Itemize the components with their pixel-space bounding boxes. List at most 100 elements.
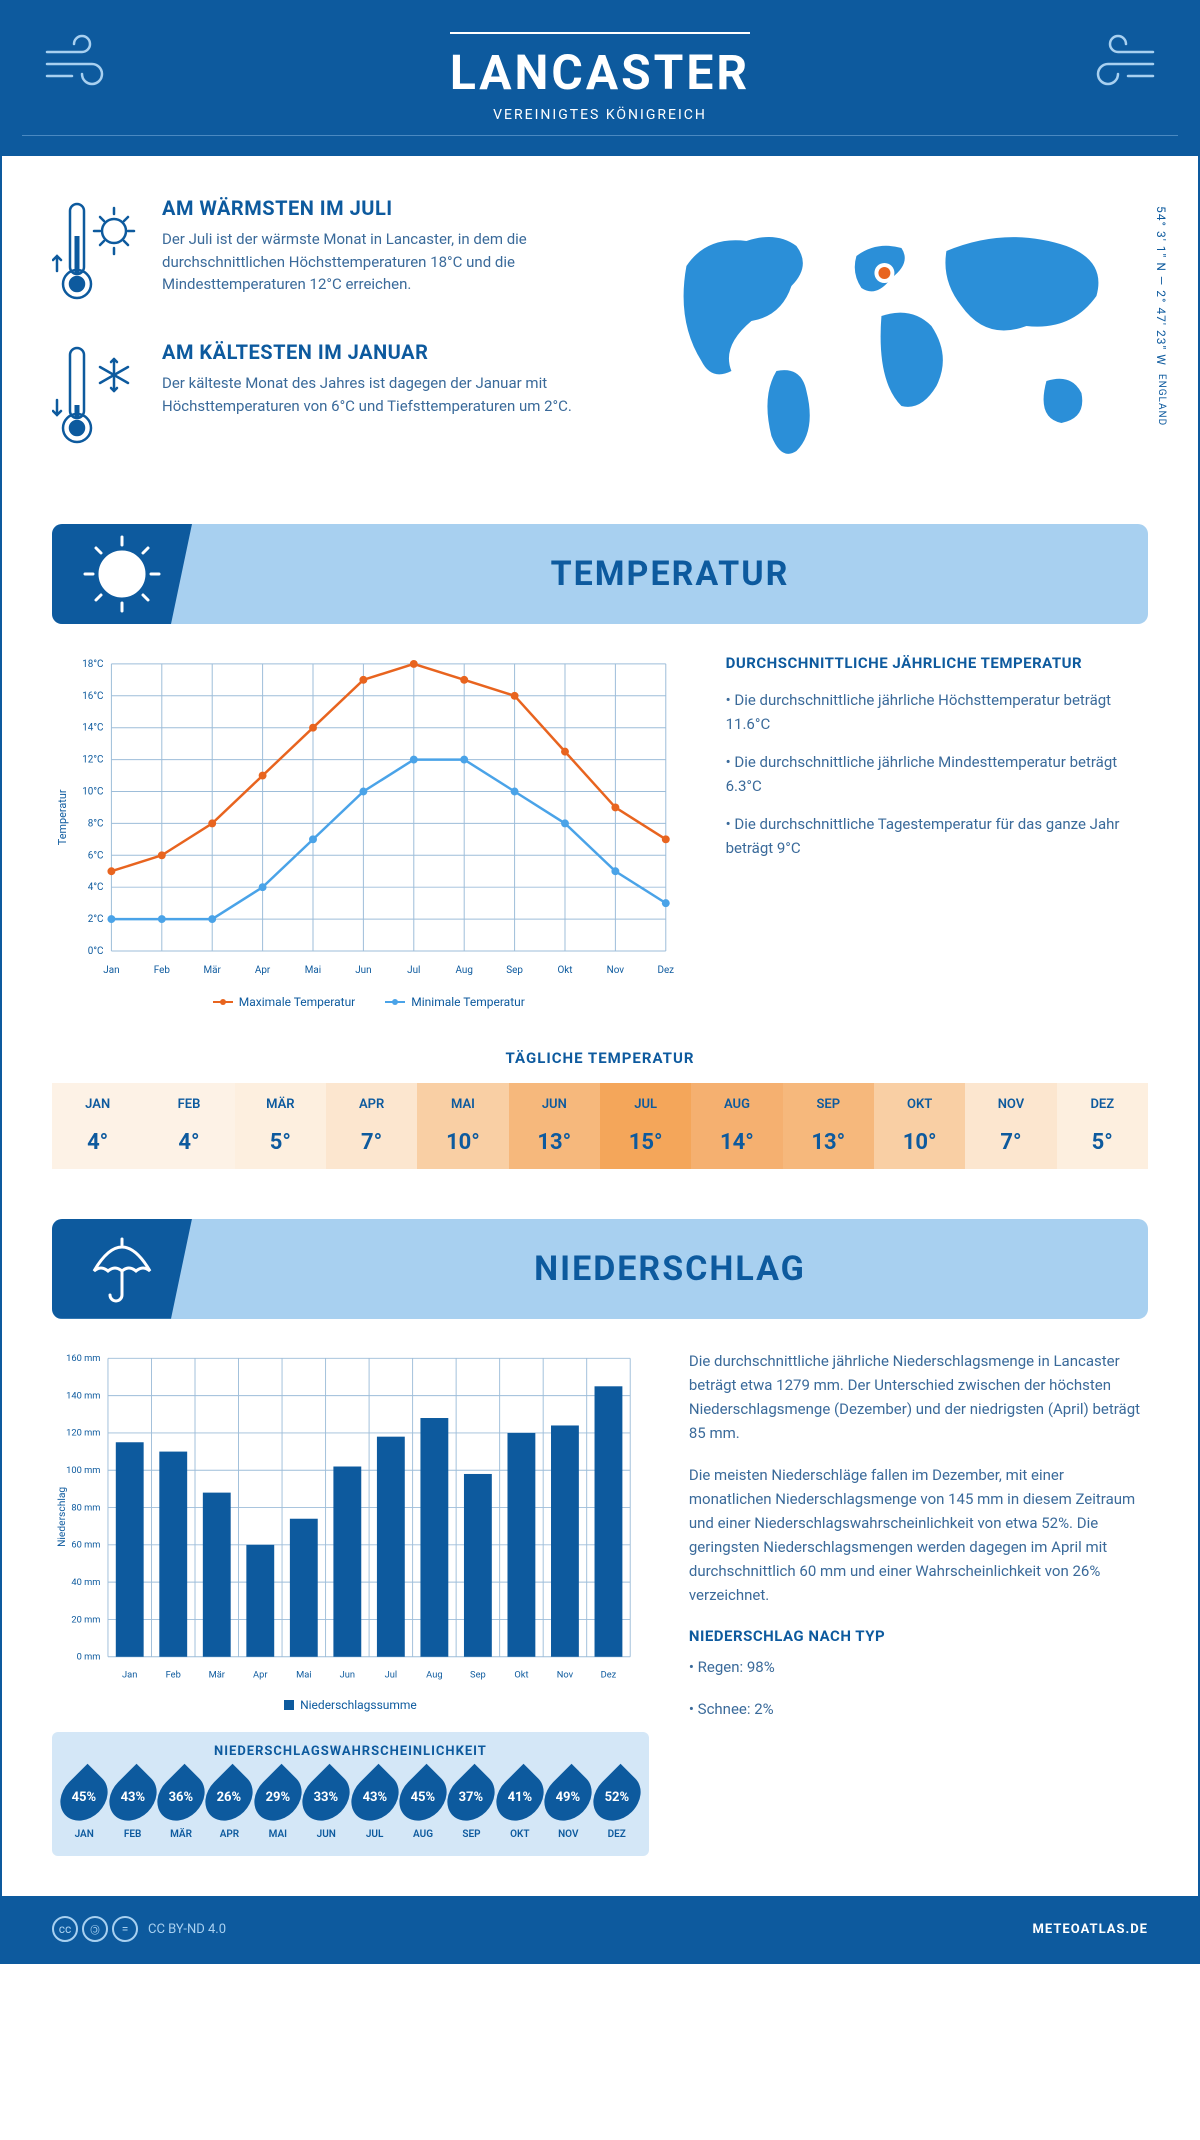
svg-text:Mär: Mär <box>209 1669 226 1680</box>
page-subtitle: VEREINIGTES KÖNIGREICH <box>22 107 1178 136</box>
coldest-title: AM KÄLTESTEN IM JANUAR <box>162 340 605 364</box>
svg-text:Dez: Dez <box>601 1669 617 1680</box>
raindrop-icon: 49% <box>535 1764 601 1830</box>
coldest-text: Der kälteste Monat des Jahres ist dagege… <box>162 372 605 417</box>
wind-icon <box>42 32 122 96</box>
prob-cell: 33%JUN <box>305 1771 347 1840</box>
raindrop-icon: 33% <box>293 1764 359 1830</box>
svg-text:Feb: Feb <box>166 1669 181 1680</box>
temp-info-bullet: • Die durchschnittliche Tagestemperatur … <box>726 812 1148 860</box>
prob-cell: 29%MAI <box>257 1771 299 1840</box>
daily-temp-cell: JUN13° <box>509 1083 600 1169</box>
daily-temp-cell: AUG14° <box>691 1083 782 1169</box>
daily-temp-cell: JUL15° <box>600 1083 691 1169</box>
temp-section-header: TEMPERATUR <box>52 524 1148 624</box>
svg-text:160 mm: 160 mm <box>66 1353 100 1364</box>
svg-text:16°C: 16°C <box>82 691 103 702</box>
wind-icon <box>1078 32 1158 96</box>
svg-text:8°C: 8°C <box>88 818 104 829</box>
daily-temp-cell: SEP13° <box>783 1083 874 1169</box>
raindrop-icon: 45% <box>51 1764 117 1830</box>
svg-text:Aug: Aug <box>455 965 472 976</box>
svg-text:2°C: 2°C <box>88 914 104 925</box>
svg-text:4°C: 4°C <box>88 882 104 893</box>
daily-temp-cell: NOV7° <box>965 1083 1056 1169</box>
temperature-line-chart: 0°C2°C4°C6°C8°C10°C12°C14°C16°C18°CJanFe… <box>52 654 686 981</box>
precip-chart-legend: Niederschlagssumme <box>52 1698 649 1712</box>
svg-text:Jun: Jun <box>340 1669 355 1680</box>
daily-temp-cell: MÄR5° <box>235 1083 326 1169</box>
svg-text:Mai: Mai <box>296 1669 311 1680</box>
svg-text:Temperatur: Temperatur <box>56 789 69 845</box>
svg-text:0 mm: 0 mm <box>77 1651 101 1662</box>
thermometer-snow-icon <box>52 340 142 454</box>
svg-text:Dez: Dez <box>657 965 674 976</box>
header: LANCASTER VEREINIGTES KÖNIGREICH <box>2 2 1198 156</box>
prob-cell: 49%NOV <box>547 1771 589 1840</box>
svg-text:10°C: 10°C <box>82 786 103 797</box>
temp-info-title: DURCHSCHNITTLICHE JÄHRLICHE TEMPERATUR <box>726 654 1148 672</box>
svg-text:100 mm: 100 mm <box>66 1465 100 1476</box>
precipitation-bar-chart: 0 mm 20 mm 40 mm 60 mm 80 mm 100 mm 120 mm 140 … <box>52 1349 649 1685</box>
svg-text:12°C: 12°C <box>82 755 103 766</box>
prob-cell: 45%JAN <box>63 1771 105 1840</box>
svg-text:Jul: Jul <box>407 965 420 976</box>
raindrop-icon: 52% <box>583 1764 649 1830</box>
daily-temp-cell: APR7° <box>326 1083 417 1169</box>
prob-cell: 36%MÄR <box>160 1771 202 1840</box>
svg-text:6°C: 6°C <box>88 850 104 861</box>
svg-text:40 mm: 40 mm <box>71 1577 100 1588</box>
umbrella-icon <box>52 1219 192 1319</box>
svg-text:Niederschlag: Niederschlag <box>55 1486 68 1546</box>
raindrop-icon: 43% <box>341 1764 407 1830</box>
svg-text:Jan: Jan <box>122 1669 137 1680</box>
precip-section-header: NIEDERSCHLAG <box>52 1219 1148 1319</box>
temp-info-bullet: • Die durchschnittliche jährliche Höchst… <box>726 688 1148 736</box>
cc-icons: cc 🄯 = <box>52 1916 138 1942</box>
daily-temp-cell: DEZ5° <box>1057 1083 1148 1169</box>
svg-text:Apr: Apr <box>253 1669 268 1680</box>
svg-text:Sep: Sep <box>470 1669 486 1680</box>
thermometer-sun-icon <box>52 196 142 310</box>
svg-text:140 mm: 140 mm <box>66 1390 100 1401</box>
raindrop-icon: 43% <box>99 1764 165 1830</box>
precip-probability-box: NIEDERSCHLAGSWAHRSCHEINLICHKEIT 45%JAN43… <box>52 1732 649 1856</box>
precip-paragraph: Die durchschnittliche jährliche Niedersc… <box>689 1349 1148 1445</box>
svg-text:Mai: Mai <box>305 965 321 976</box>
svg-text:0°C: 0°C <box>88 946 104 957</box>
raindrop-icon: 41% <box>487 1764 553 1830</box>
prob-cell: 43%JUL <box>354 1771 396 1840</box>
svg-text:Jun: Jun <box>355 965 371 976</box>
page-title: LANCASTER <box>450 32 750 101</box>
warmest-title: AM WÄRMSTEN IM JULI <box>162 196 605 220</box>
coordinates: 54° 3' 1" N — 2° 47' 23" W ENGLAND <box>1154 206 1168 426</box>
raindrop-icon: 37% <box>438 1764 504 1830</box>
temp-info-bullet: • Die durchschnittliche jährliche Mindes… <box>726 750 1148 798</box>
site-name: METEOATLAS.DE <box>1033 1922 1148 1937</box>
svg-text:Apr: Apr <box>255 965 271 976</box>
temp-chart-legend: Maximale Temperatur Minimale Temperatur <box>52 995 686 1009</box>
svg-text:Nov: Nov <box>557 1669 574 1680</box>
license-label: CC BY-ND 4.0 <box>148 1922 226 1937</box>
daily-temp-title: TÄGLICHE TEMPERATUR <box>52 1049 1148 1067</box>
prob-cell: 52%DEZ <box>596 1771 638 1840</box>
svg-text:Mär: Mär <box>204 965 222 976</box>
prob-cell: 43%FEB <box>112 1771 154 1840</box>
svg-text:60 mm: 60 mm <box>71 1539 100 1550</box>
daily-temp-grid: JAN4°FEB4°MÄR5°APR7°MAI10°JUN13°JUL15°AU… <box>52 1083 1148 1169</box>
svg-text:18°C: 18°C <box>82 659 103 670</box>
prob-title: NIEDERSCHLAGSWAHRSCHEINLICHKEIT <box>60 1744 641 1759</box>
daily-temp-cell: MAI10° <box>417 1083 508 1169</box>
precip-type-title: NIEDERSCHLAG NACH TYP <box>689 1627 1148 1645</box>
raindrop-icon: 26% <box>196 1764 262 1830</box>
svg-text:120 mm: 120 mm <box>66 1427 100 1438</box>
prob-cell: 26%APR <box>208 1771 250 1840</box>
svg-text:20 mm: 20 mm <box>71 1614 100 1625</box>
svg-text:80 mm: 80 mm <box>71 1502 100 1513</box>
svg-text:Jan: Jan <box>103 965 119 976</box>
footer: cc 🄯 = CC BY-ND 4.0 METEOATLAS.DE <box>2 1896 1198 1962</box>
precip-type-item: • Regen: 98% <box>689 1655 1148 1679</box>
raindrop-icon: 29% <box>245 1764 311 1830</box>
svg-text:Nov: Nov <box>607 965 625 976</box>
temp-heading: TEMPERATUR <box>192 554 1148 594</box>
